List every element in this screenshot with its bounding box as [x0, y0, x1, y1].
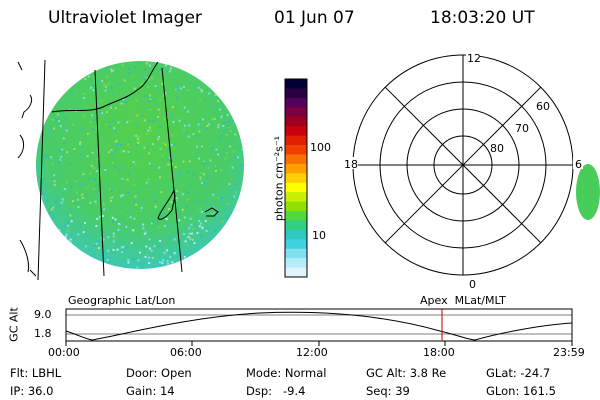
info-dsp: Dsp: -9.4	[246, 384, 306, 398]
altitude-curve	[65, 311, 573, 341]
meridian-line	[161, 67, 183, 273]
lat-label-70: 70	[515, 122, 529, 135]
time-tick-1800: 18:00	[423, 346, 455, 359]
colorbar-band	[285, 229, 307, 240]
altitude-tick-high: 9.0	[34, 308, 52, 321]
mlt-line-diagonal	[384, 86, 542, 244]
info-gc-alt: GC Alt: 3.8 Re	[366, 366, 447, 380]
geographic-caption: Geographic Lat/Lon	[68, 294, 176, 307]
coastline	[17, 61, 219, 277]
colorbar-band	[285, 173, 307, 184]
colorbar-frame	[284, 78, 308, 278]
colorbar-band	[285, 116, 307, 127]
uv-emission-speckle	[36, 61, 244, 269]
image-date: 01 Jun 07	[274, 8, 355, 28]
colorbar-band	[285, 220, 307, 231]
colorbar-band	[285, 107, 307, 118]
info-gain: Gain: 14	[126, 384, 175, 398]
geographic-grid	[37, 59, 183, 281]
info-door: Door: Open	[126, 366, 192, 380]
colorbar-band	[285, 126, 307, 137]
app-title: Ultraviolet Imager	[48, 8, 202, 28]
colorbar-band	[285, 239, 307, 250]
colorbar-band	[285, 154, 307, 165]
colorbar-band	[285, 248, 307, 259]
altitude-axis-label: GC Alt	[7, 307, 21, 342]
apex-caption: Apex MLat/MLT	[420, 294, 506, 307]
meridian-line	[37, 59, 46, 281]
mlt-label-12: 12	[467, 52, 481, 65]
apex-polar-plot: 12 18 6 0 60 70 80	[342, 52, 600, 291]
colorbar-band	[285, 258, 307, 269]
colorbar-gradient	[285, 79, 307, 278]
earth-disk	[36, 61, 244, 269]
time-tick-0600: 06:00	[170, 346, 202, 359]
info-flt: Flt: LBHL	[10, 366, 62, 380]
time-tick-2359: 23:59	[553, 346, 585, 359]
geographic-image	[17, 59, 244, 281]
altitude-frame	[65, 308, 573, 342]
colorbar-unit-label: photon cm⁻²s⁻¹	[272, 135, 286, 222]
info-glon: GLon: 161.5	[486, 384, 556, 398]
altitude-strip-plot	[65, 308, 573, 346]
mlt-label-0: 0	[469, 278, 476, 291]
mlt-label-18: 18	[344, 158, 358, 171]
image-time: 18:03:20 UT	[430, 8, 535, 28]
colorbar-band	[285, 135, 307, 146]
time-tick-0000: 00:00	[48, 346, 80, 359]
colorbar-band	[285, 88, 307, 99]
mlt-label-6: 6	[575, 158, 582, 171]
polar-grid	[352, 54, 574, 276]
colorbar-band	[285, 79, 307, 89]
polar-emission-edge	[576, 164, 600, 220]
time-tick-1200: 12:00	[296, 346, 328, 359]
colorbar-band	[285, 201, 307, 212]
info-ip: IP: 36.0	[10, 384, 54, 398]
lat-label-80: 80	[490, 142, 504, 155]
colorbar-tick-10: 10	[312, 229, 326, 242]
altitude-tick-low: 1.8	[34, 327, 52, 340]
colorbar-tick-100: 100	[310, 141, 331, 154]
colorbar-band	[285, 163, 307, 174]
meridian-line	[94, 69, 105, 277]
lat-label-60: 60	[536, 100, 550, 113]
colorbar-band	[285, 192, 307, 203]
info-mode: Mode: Normal	[246, 366, 327, 380]
colorbar-band	[285, 145, 307, 155]
info-glat: GLat: -24.7	[486, 366, 551, 380]
info-seq: Seq: 39	[366, 384, 410, 398]
colorbar-band	[285, 182, 307, 193]
colorbar-band	[285, 267, 307, 278]
colorbar-band	[285, 211, 307, 221]
colorbar-band	[285, 97, 307, 108]
colorbar	[284, 78, 308, 278]
